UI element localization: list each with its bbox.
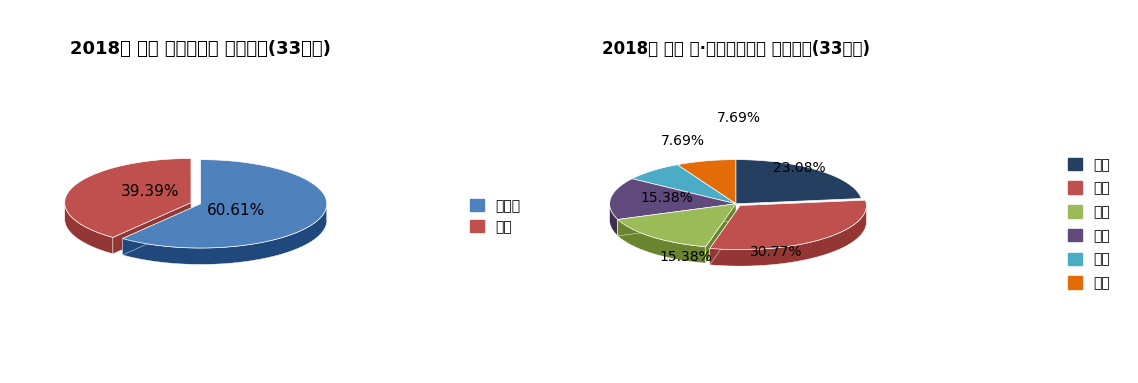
Polygon shape — [65, 159, 191, 237]
Legend: 비발생, 발생: 비발생, 발생 — [463, 192, 527, 241]
Polygon shape — [618, 204, 736, 236]
Polygon shape — [677, 160, 736, 204]
Text: 7.69%: 7.69% — [661, 134, 704, 148]
Title: 2018년 전남 미국나팔꽃 발생분포(33지역): 2018년 전남 미국나팔꽃 발생분포(33지역) — [71, 40, 331, 58]
Text: 7.69%: 7.69% — [717, 111, 760, 125]
Polygon shape — [113, 203, 191, 254]
Polygon shape — [618, 204, 736, 247]
Text: 60.61%: 60.61% — [207, 203, 265, 218]
Polygon shape — [632, 165, 736, 204]
Text: 39.39%: 39.39% — [121, 184, 180, 199]
Text: 30.77%: 30.77% — [750, 245, 802, 259]
Polygon shape — [706, 204, 736, 263]
Polygon shape — [736, 160, 861, 204]
Title: 2018년 전남 시·군미국나팔꽃 발생분포(33지역): 2018년 전남 시·군미국나팔꽃 발생분포(33지역) — [602, 40, 869, 58]
Polygon shape — [610, 204, 618, 236]
Polygon shape — [618, 219, 706, 263]
Polygon shape — [710, 206, 866, 266]
Text: 23.08%: 23.08% — [773, 162, 825, 175]
Polygon shape — [65, 204, 113, 254]
Polygon shape — [123, 160, 327, 248]
Polygon shape — [610, 179, 736, 219]
Polygon shape — [618, 204, 736, 236]
Polygon shape — [123, 206, 327, 264]
Polygon shape — [710, 200, 866, 250]
Legend: 고흥, 장흥, 곡성, 구례, 순천, 보성: 고흥, 장흥, 곡성, 구례, 순천, 보성 — [1063, 152, 1115, 296]
Text: 15.38%: 15.38% — [659, 250, 711, 264]
Polygon shape — [123, 204, 200, 255]
Polygon shape — [710, 205, 740, 265]
Text: 15.38%: 15.38% — [640, 190, 693, 205]
